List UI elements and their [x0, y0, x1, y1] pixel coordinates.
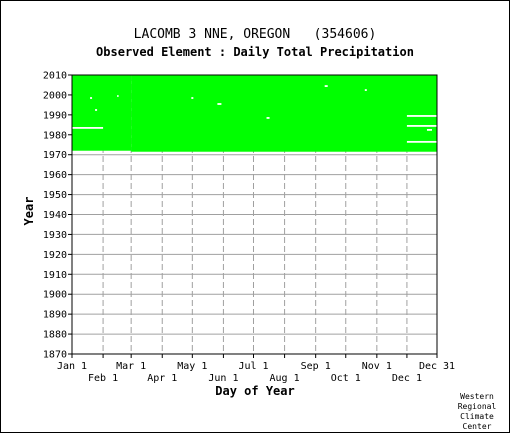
- missing-data-gap-7: [324, 85, 328, 87]
- missing-data-gap-1: [90, 97, 93, 99]
- x-tick-label-91: Apr 1: [147, 373, 177, 384]
- credit-line-1: Western: [460, 392, 494, 401]
- y-tick-label-2010: 2010: [43, 71, 67, 82]
- x-axis-ticks: Jan 1 Mar 1 May 1 Jul 1 Sep 1 Nov 1 Dec 31 Feb …: [57, 354, 455, 384]
- y-tick-label-1980: 1980: [43, 130, 67, 141]
- y-tick-label-1910: 1910: [43, 270, 67, 281]
- y-tick-label-1870: 1870: [43, 350, 67, 361]
- missing-data-gap-2: [95, 109, 98, 111]
- x-tick-label-1: Jan 1: [57, 361, 87, 372]
- y-axis-title: Year: [22, 197, 36, 226]
- missing-data-gap-12: [406, 140, 437, 143]
- y-tick-label-1940: 1940: [43, 210, 67, 221]
- y-tick-label-2000: 2000: [43, 90, 67, 101]
- x-tick-label-60: Mar 1: [116, 361, 146, 372]
- missing-data-gap-9: [406, 115, 437, 117]
- chart-title: LACOMB 3 NNE, OREGON (354606): [134, 27, 377, 42]
- x-tick-label-244: Sep 1: [301, 361, 331, 372]
- credit-block: Western Regional Climate Center: [458, 392, 497, 431]
- y-tick-label-1930: 1930: [43, 230, 67, 241]
- x-axis-title: Day of Year: [215, 384, 294, 398]
- x-tick-label-305: Nov 1: [362, 361, 392, 372]
- missing-data-gap-3: [117, 95, 119, 97]
- y-tick-label-1990: 1990: [43, 110, 67, 121]
- chart-subtitle: Observed Element : Daily Total Precipita…: [96, 45, 414, 59]
- x-tick-label-365: Dec 31: [419, 361, 455, 372]
- y-tick-label-1960: 1960: [43, 170, 67, 181]
- y-tick-label-1900: 1900: [43, 290, 67, 301]
- y-tick-label-1970: 1970: [43, 150, 67, 161]
- missing-data-gap-11: [426, 129, 432, 131]
- y-tick-label-1920: 1920: [43, 250, 67, 261]
- x-tick-label-182: Jul 1: [238, 361, 268, 372]
- y-tick-label-1890: 1890: [43, 310, 67, 321]
- y-tick-label-1950: 1950: [43, 190, 67, 201]
- missing-data-gap-8: [364, 89, 367, 91]
- y-axis-ticks: 2010 2000 1990 1980 1970 1960 1950 1940 1930 1920…: [43, 71, 72, 361]
- x-tick-label-32: Feb 1: [88, 373, 118, 384]
- credit-line-4: Center: [463, 422, 492, 431]
- missing-data-gap-4: [191, 97, 194, 99]
- x-tick-label-152: Jun 1: [208, 373, 238, 384]
- missing-data-gap-6: [266, 117, 270, 119]
- missing-data-gap-5: [217, 103, 222, 105]
- coverage-block-jan-feb: [72, 75, 132, 151]
- credit-line-3: Climate: [460, 412, 494, 421]
- x-tick-label-213: Aug 1: [270, 373, 300, 384]
- x-tick-label-274: Oct 1: [331, 373, 361, 384]
- y-tick-label-1880: 1880: [43, 330, 67, 341]
- missing-data-gap-10: [406, 125, 437, 127]
- x-tick-label-121: May 1: [177, 361, 207, 372]
- coverage-block-mar-dec: [131, 75, 437, 152]
- missing-data-gap-0: [72, 127, 104, 129]
- data-coverage: [72, 75, 437, 152]
- x-tick-label-335: Dec 1: [392, 373, 422, 384]
- credit-line-2: Regional: [458, 402, 497, 411]
